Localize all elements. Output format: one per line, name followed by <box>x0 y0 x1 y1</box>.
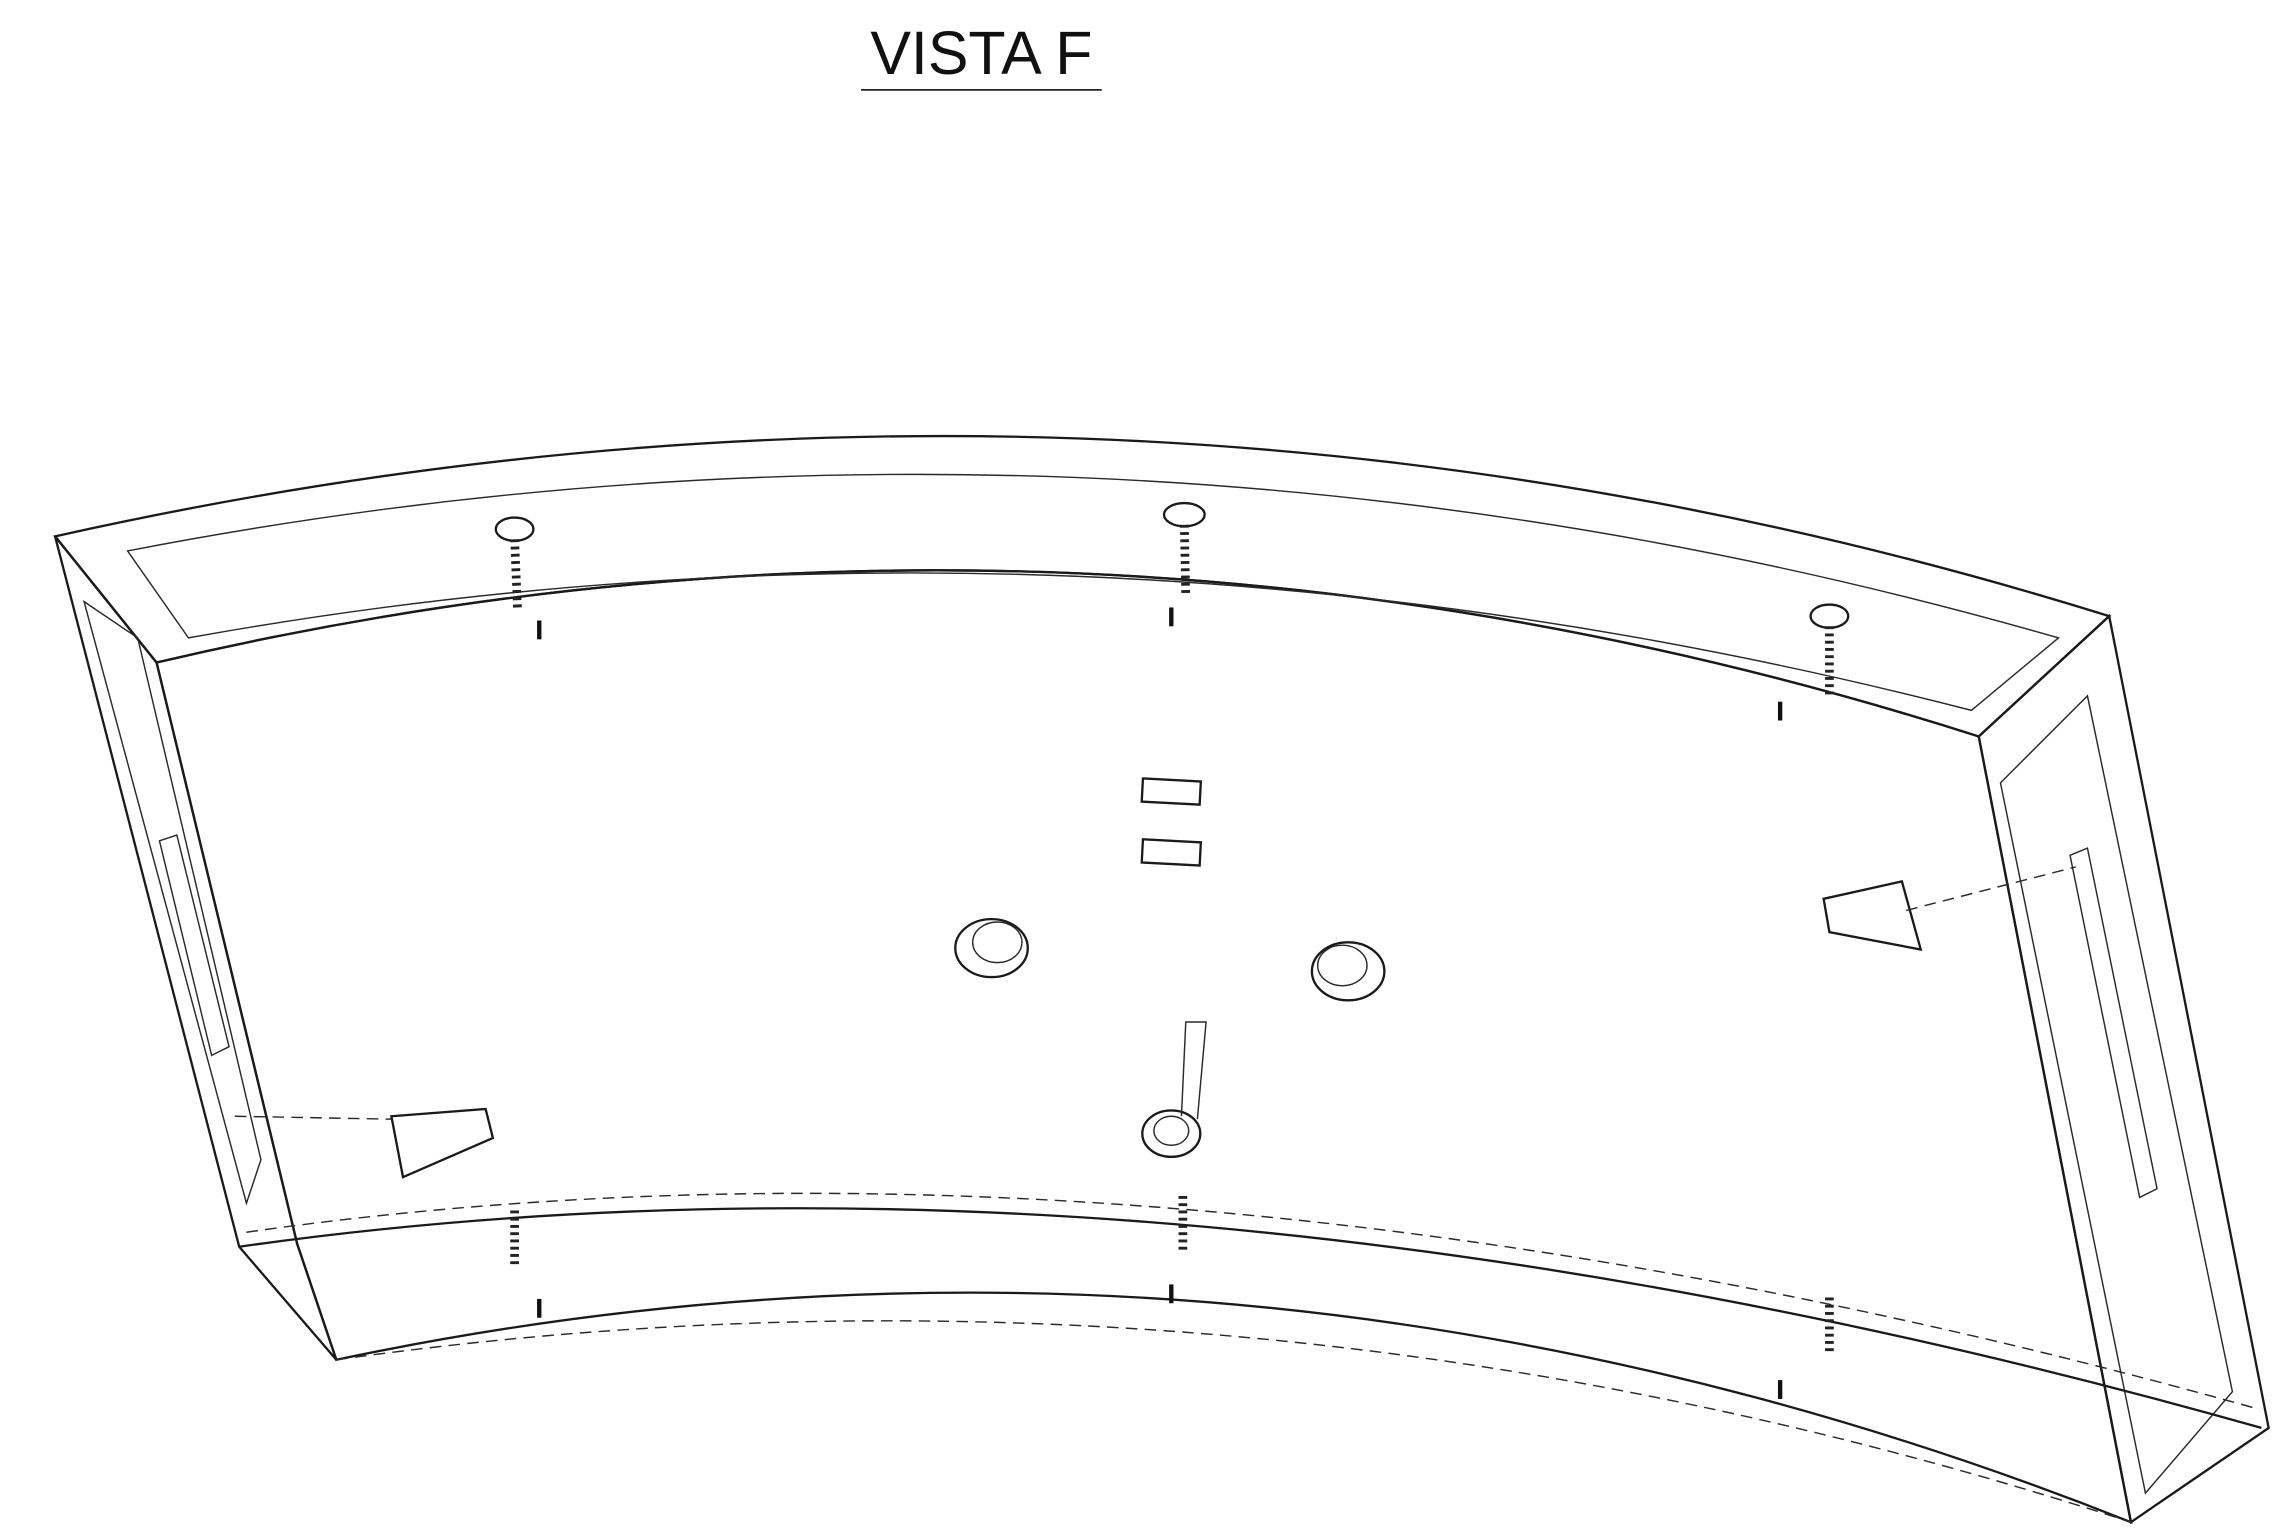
marks <box>539 607 1780 1398</box>
wedge <box>1824 881 1921 949</box>
page: {"header": {"title": "VISTA F"}} VISTA F <box>0 0 2273 1528</box>
hidden-edge <box>336 1321 2131 1522</box>
left-side <box>55 536 336 1359</box>
screws <box>496 503 1848 1355</box>
back-face <box>157 570 2131 1522</box>
hidden-line <box>1906 867 2076 910</box>
wedge <box>391 1109 492 1177</box>
drawing: VISTA F <box>0 0 2273 1528</box>
bosses <box>955 919 1384 1157</box>
left-slot <box>159 835 229 1055</box>
bottom-edge <box>239 1208 2261 1428</box>
slot <box>1142 839 1201 865</box>
hidden-line <box>235 1116 392 1119</box>
view-title: VISTA F <box>870 19 1092 87</box>
top-flange <box>55 436 2109 736</box>
part <box>55 436 2269 1522</box>
slot <box>1142 778 1201 804</box>
right-slot <box>2070 848 2157 1197</box>
rib-line <box>246 1193 2258 1409</box>
left-side-detail <box>84 602 261 1204</box>
right-side-detail <box>2000 696 2232 1493</box>
